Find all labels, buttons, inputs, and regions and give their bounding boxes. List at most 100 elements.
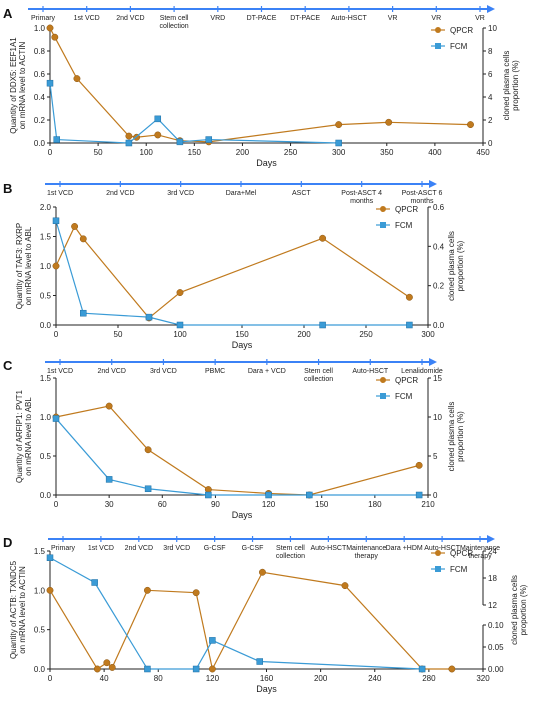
series-line-fcm — [49, 557, 423, 670]
x-tick-label: 400 — [428, 148, 442, 157]
timeline-label: 1st VCD — [88, 545, 114, 552]
qpcr-point — [93, 665, 101, 673]
fcm-point — [80, 309, 87, 317]
y-tick-label-right: 0.6 — [433, 203, 445, 212]
qpcr-point — [467, 121, 474, 129]
x-tick-label: 150 — [188, 148, 202, 157]
panel-letter: C — [3, 358, 13, 373]
fcm-point — [105, 476, 113, 483]
qpcr-point — [176, 289, 184, 296]
timeline-label: 2nd VCD — [106, 190, 134, 197]
fcm-point — [53, 136, 60, 143]
series-line-fcm — [55, 418, 420, 496]
fcm-point — [265, 491, 272, 499]
fcm-point — [145, 313, 153, 321]
series-line-qpcr — [49, 27, 471, 143]
y-tick-label-right: 10 — [433, 413, 442, 422]
timeline-label: 3rd VCD — [163, 545, 190, 552]
x-tick-label: 40 — [100, 674, 109, 683]
x-tick-label: 200 — [314, 674, 328, 683]
fcm-point — [205, 136, 213, 143]
y-tick-label-right: 0.0 — [433, 321, 445, 330]
qpcr-point — [208, 665, 216, 673]
timeline-label: Dara +HDM — [386, 545, 423, 552]
x-tick-label: 350 — [380, 148, 394, 157]
panel-letter: D — [3, 535, 12, 550]
timeline-label: 3rd VCD — [167, 190, 194, 197]
timeline-label: 2nd VCD — [125, 545, 153, 552]
timeline-label: PBMC — [205, 368, 225, 375]
y-tick-label-left: 1.0 — [40, 262, 52, 271]
fcm-point — [154, 115, 162, 123]
x-tick-label: 300 — [332, 148, 346, 157]
y-axis-title-right: cloned plasma cellsproportion (%) — [510, 575, 528, 645]
legend-label-fcm: FCM — [450, 42, 468, 51]
legend-marker-fcm — [435, 566, 441, 572]
timeline-label: VR — [431, 15, 441, 22]
y-tick-label-left: 0.6 — [34, 70, 46, 79]
timeline-label: 3rd VCD — [150, 368, 177, 375]
fcm-point — [52, 217, 60, 225]
y-tick-label-left: 0.0 — [40, 321, 52, 330]
timeline-label: DT-PACE — [290, 15, 320, 22]
qpcr-point — [46, 24, 54, 32]
legend-label-qpcr: QPCR — [395, 376, 418, 385]
y-tick-label-right: 5 — [433, 452, 438, 461]
qpcr-point — [73, 75, 81, 83]
timeline-label: Maintenance therapy — [346, 545, 386, 560]
qpcr-point — [125, 132, 133, 140]
qpcr-point — [103, 659, 111, 667]
chart-panel-b: B 1st VCD 2nd VCD 3rd VCD Dara+Mel ASCT Post-A… — [3, 180, 465, 350]
y-tick-label-left: 0.5 — [40, 452, 52, 461]
series-line-qpcr — [49, 571, 452, 671]
y-tick-label-left: 0.5 — [40, 292, 52, 301]
x-tick-label: 100 — [173, 330, 187, 339]
series-line-fcm — [55, 220, 410, 326]
timeline-label: Stem cell collection — [160, 15, 189, 30]
x-tick-label: 160 — [260, 674, 274, 683]
x-tick-label: 120 — [206, 674, 220, 683]
panel-letter: B — [3, 181, 12, 196]
chart-panel-a: A Primary 1st VCD 2nd VCD Stem cell collectio… — [3, 5, 520, 168]
fcm-point — [125, 139, 133, 147]
x-tick-label: 0 — [54, 330, 59, 339]
y-axis-title-right: cloned plasma cellsproportion (%) — [447, 402, 465, 472]
legend-label-fcm: FCM — [395, 221, 413, 230]
timeline-label: Post-ASCT 6 months — [402, 190, 443, 205]
timeline-label: VRD — [210, 15, 225, 22]
fcm-point — [406, 321, 413, 329]
timeline-label: Primary — [51, 545, 76, 552]
x-tick-label: 90 — [211, 500, 220, 509]
timeline-label: Dara+Mel — [226, 190, 257, 197]
qpcr-point — [341, 582, 349, 590]
y-tick-label-left: 1.0 — [34, 586, 46, 595]
legend-label-qpcr: QPCR — [450, 549, 473, 558]
qpcr-point — [335, 121, 343, 129]
fcm-point — [256, 658, 263, 665]
qpcr-point — [144, 446, 152, 454]
legend-marker-qpcr — [380, 377, 386, 383]
fcm-point — [192, 665, 200, 673]
fcm-point — [176, 321, 184, 329]
timeline-label: Dara + VCD — [248, 368, 286, 375]
timeline-label: Lenalidomide — [401, 368, 443, 375]
timeline-label: Auto-HSCT — [352, 368, 389, 375]
fcm-point — [144, 485, 152, 493]
x-tick-label: 200 — [236, 148, 250, 157]
fcm-point — [52, 415, 60, 422]
timeline-arrowhead — [429, 358, 437, 366]
x-axis-title: Days — [256, 684, 277, 694]
fcm-point — [418, 665, 426, 673]
x-tick-label: 50 — [94, 148, 103, 157]
y-tick-label-right: 2 — [488, 116, 493, 125]
timeline-label: VR — [388, 15, 398, 22]
qpcr-point — [143, 586, 151, 594]
series-line-fcm — [49, 83, 339, 144]
qpcr-point — [46, 586, 54, 594]
legend-label-qpcr: QPCR — [395, 205, 418, 214]
legend-marker-fcm — [435, 43, 441, 49]
timeline-label: ASCT — [292, 190, 311, 197]
y-tick-label-right: 0.4 — [433, 242, 445, 251]
y-tick-label-right: 4 — [488, 93, 493, 102]
